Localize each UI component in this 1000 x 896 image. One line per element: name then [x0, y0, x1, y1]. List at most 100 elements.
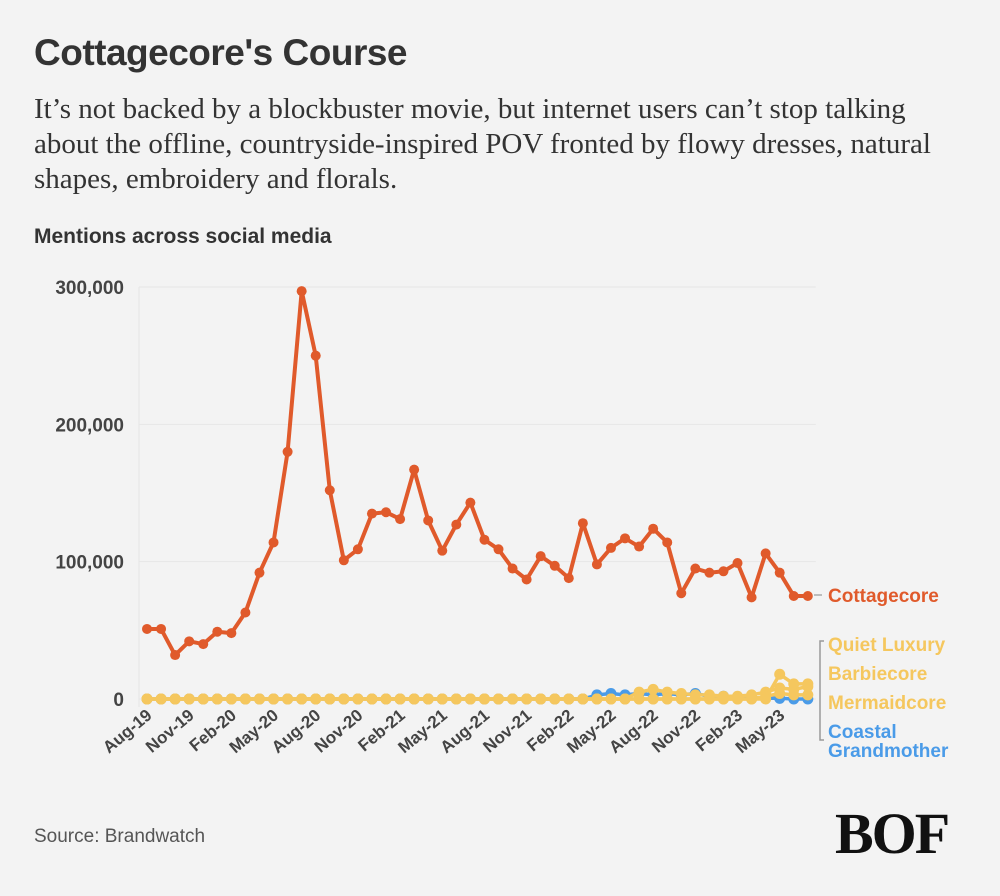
- data-point: [620, 533, 631, 544]
- bof-logo: BOF: [835, 801, 950, 866]
- legend-label: Mermaidcore: [828, 693, 946, 714]
- data-point: [324, 693, 336, 705]
- data-point: [647, 683, 659, 695]
- data-point: [746, 693, 758, 705]
- y-tick-label: 100,000: [55, 553, 124, 574]
- data-point: [451, 519, 462, 530]
- data-point: [197, 693, 209, 705]
- data-point: [437, 545, 448, 556]
- data-point: [493, 693, 504, 705]
- data-point: [352, 544, 363, 555]
- data-point: [380, 693, 392, 705]
- series-line: [147, 289, 808, 658]
- data-point: [605, 693, 617, 705]
- x-axis: Aug-19Nov-19Feb-20May-20Aug-20Nov-20Feb-…: [99, 706, 788, 758]
- data-point: [142, 623, 152, 634]
- data-point: [703, 693, 715, 705]
- data-point: [577, 693, 589, 705]
- legend-label: Cottagecore: [828, 586, 939, 607]
- data-point: [690, 563, 701, 574]
- data-point: [634, 541, 645, 552]
- data-point: [732, 693, 744, 705]
- data-point: [282, 693, 294, 705]
- data-point: [577, 518, 588, 529]
- data-point: [788, 678, 800, 690]
- data-point: [760, 548, 771, 559]
- data-point: [591, 693, 603, 705]
- data-point: [676, 588, 687, 599]
- data-point: [395, 514, 406, 525]
- data-point: [436, 693, 448, 705]
- data-point: [521, 574, 532, 585]
- data-point: [507, 693, 519, 705]
- data-point: [156, 623, 167, 634]
- data-point: [675, 693, 687, 705]
- data-point: [324, 485, 335, 496]
- chart-subtitle: It’s not backed by a blockbuster movie, …: [34, 93, 931, 195]
- data-point: [225, 693, 237, 705]
- data-point: [563, 693, 575, 705]
- data-point: [183, 693, 195, 705]
- data-point: [169, 693, 181, 705]
- data-point: [268, 693, 280, 705]
- y-tick-label: 200,000: [55, 415, 124, 436]
- chart-label: Mentions across social media: [34, 225, 332, 248]
- data-point: [282, 446, 293, 457]
- series-quiet-luxury: [141, 668, 814, 705]
- data-point: [802, 689, 814, 701]
- data-point: [338, 555, 349, 566]
- data-point: [170, 650, 181, 661]
- chart-title: Cottagecore's Course: [34, 32, 408, 73]
- x-tick-label: Nov-21: [480, 706, 536, 757]
- legend: Cottagecore Quiet Luxury Barbiecore Mermaid…: [814, 586, 949, 762]
- data-point: [155, 693, 167, 705]
- data-point: [718, 566, 729, 577]
- data-point: [802, 591, 813, 601]
- data-point: [760, 693, 772, 705]
- data-point: [422, 693, 434, 705]
- data-point: [464, 693, 476, 705]
- legend-label: Grandmother: [828, 741, 949, 762]
- x-tick-label: Nov-22: [648, 706, 704, 757]
- data-point: [226, 628, 237, 639]
- data-point: [549, 560, 560, 571]
- data-point: [591, 559, 602, 570]
- data-point: [774, 668, 786, 680]
- data-point: [338, 693, 350, 705]
- x-tick-label: Nov-20: [311, 706, 367, 757]
- y-axis: 0 100,000 200,000 300,000: [55, 278, 124, 711]
- data-point: [535, 551, 546, 562]
- data-point: [296, 286, 307, 297]
- legend-label: Barbiecore: [828, 664, 927, 685]
- data-point: [141, 693, 153, 705]
- data-point: [366, 693, 378, 705]
- data-point: [366, 508, 377, 519]
- data-point: [774, 682, 786, 694]
- data-point: [478, 693, 490, 705]
- legend-label: Quiet Luxury: [828, 635, 946, 656]
- data-point: [619, 693, 631, 705]
- source-note: Source: Brandwatch: [34, 826, 206, 847]
- data-point: [253, 693, 265, 705]
- data-point: [662, 537, 673, 548]
- legend-bracket: [819, 640, 824, 741]
- data-point: [479, 534, 490, 545]
- data-point: [310, 693, 322, 705]
- data-point: [423, 515, 434, 526]
- data-point: [352, 693, 364, 705]
- data-point: [507, 563, 518, 574]
- data-point: [268, 537, 279, 548]
- data-point: [381, 507, 392, 518]
- data-point: [184, 636, 195, 647]
- data-point: [408, 693, 420, 705]
- data-point: [732, 558, 743, 569]
- data-point: [661, 693, 673, 705]
- data-point: [788, 591, 799, 601]
- y-tick-label: 0: [113, 690, 124, 711]
- data-point: [409, 464, 420, 475]
- gridlines: [138, 286, 816, 707]
- data-point: [647, 693, 659, 705]
- data-point: [633, 693, 645, 705]
- data-point: [521, 693, 533, 705]
